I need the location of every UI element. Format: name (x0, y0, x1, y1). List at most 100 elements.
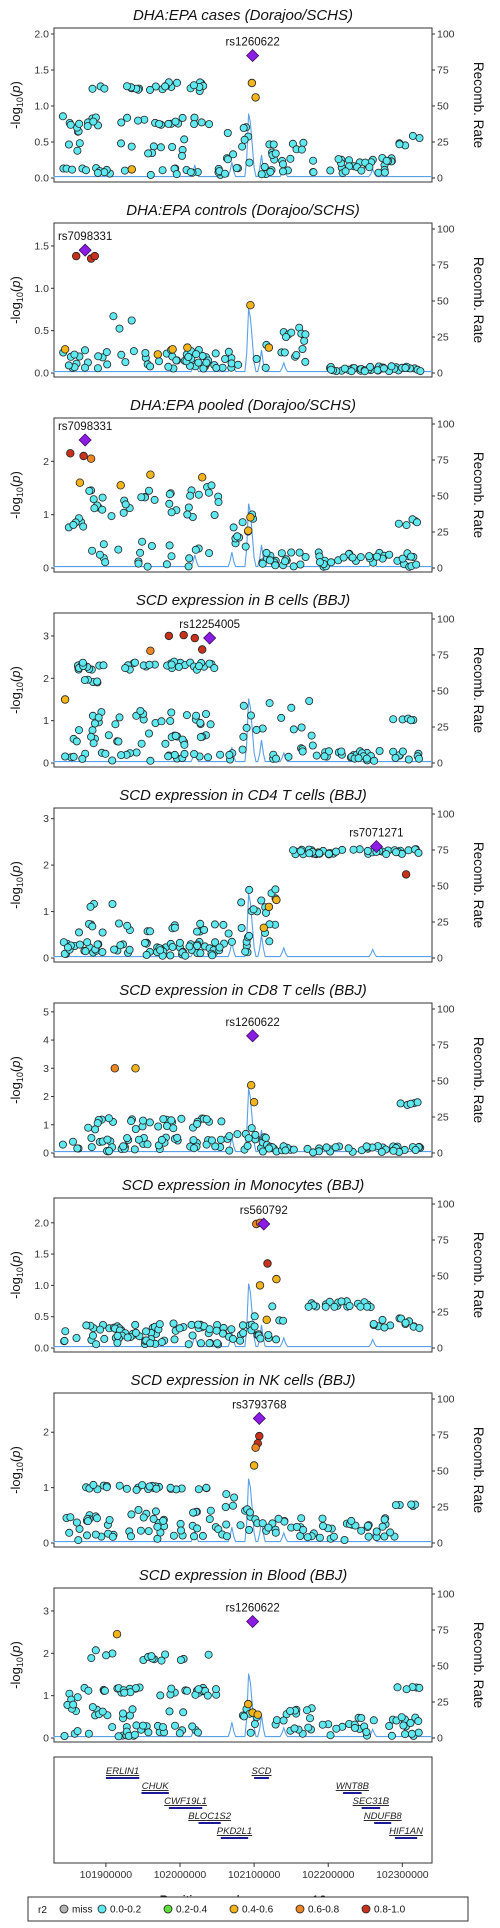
snp-point (75, 928, 84, 937)
snp-point (210, 920, 219, 929)
snp-point (75, 139, 84, 148)
snp-point (91, 1530, 100, 1539)
snp-point (363, 1521, 372, 1530)
y-tick-label: 1 (43, 509, 49, 521)
snp-point (123, 113, 132, 122)
snp-point (400, 1730, 409, 1739)
y2-tick-label: 50 (437, 1076, 449, 1088)
snp-point (60, 1732, 69, 1741)
gene-label: SEC31B (353, 1796, 390, 1807)
snp-point (380, 1515, 389, 1524)
snp-point (251, 1130, 260, 1139)
y-tick-label: 1 (43, 906, 49, 918)
snp-point (159, 1115, 168, 1124)
snp-point (217, 1117, 226, 1126)
snp-point (146, 362, 155, 371)
snp-point (84, 1686, 93, 1695)
snp-point (301, 357, 310, 366)
snp-point-ld (246, 301, 255, 310)
snp-point (63, 943, 72, 952)
snp-point (257, 896, 266, 905)
snp-point (289, 562, 298, 571)
snp-point (326, 166, 335, 175)
y-tick-label: 0.0 (34, 173, 49, 185)
snp-point (406, 1719, 415, 1728)
snp-point (144, 729, 153, 738)
y2-tick-label: 50 (437, 101, 449, 113)
snp-point (151, 82, 160, 91)
snp-point (103, 1135, 112, 1144)
snp-point (115, 324, 124, 333)
snp-point (238, 1321, 247, 1330)
snp-point-ld (246, 1080, 256, 1090)
snp-point-ld (246, 513, 255, 522)
panel-title: DHA:EPA pooled (Dorajoo/SCHS) (130, 397, 356, 414)
snp-point (119, 1709, 128, 1718)
snp-point (98, 1707, 107, 1716)
snp-point (186, 491, 195, 500)
snp-point (168, 142, 177, 151)
snp-point-ld (243, 1699, 253, 1709)
lead-snp-label: rs7071271 (349, 828, 403, 840)
snp-point (58, 112, 67, 121)
y2-tick-label: 75 (437, 1625, 449, 1637)
snp-point (145, 927, 154, 936)
snp-point (100, 84, 109, 93)
snp-point (144, 486, 153, 495)
y-tick-label: 2.0 (34, 1217, 49, 1229)
snp-point (396, 1099, 405, 1108)
recomb-rate-line (53, 893, 432, 958)
snp-point (362, 1728, 371, 1737)
snp-point (391, 1501, 400, 1510)
snp-point (147, 1652, 156, 1661)
snp-point (356, 1302, 365, 1311)
snp-point (169, 1124, 178, 1133)
snp-point (401, 1318, 410, 1327)
panel-title: SCD expression in CD8 T cells (BBJ) (119, 982, 367, 999)
legend-label: miss (72, 1905, 93, 1916)
snp-point (187, 1320, 196, 1329)
snp-point (289, 846, 298, 855)
gene-label: BLOC1S2 (188, 1811, 231, 1822)
y-tick-label: 3 (43, 1605, 49, 1617)
snp-point (324, 849, 333, 858)
snp-point (78, 754, 87, 763)
legend-title: r2 (38, 1905, 47, 1916)
snp-point (227, 1325, 236, 1334)
snp-point (198, 1531, 207, 1540)
snp-point (271, 561, 280, 570)
y2-axis-label: Recomb. Rate (471, 62, 486, 148)
snp-point (104, 1114, 113, 1123)
snp-point (321, 1302, 330, 1311)
snp-point (182, 711, 191, 720)
snp-point (385, 1722, 394, 1731)
snp-point (308, 741, 317, 750)
snp-point (340, 1536, 349, 1545)
snp-point (249, 905, 258, 914)
y-tick-label: 0 (43, 1148, 49, 1160)
snp-point (180, 135, 189, 144)
y2-tick-label: 25 (437, 722, 449, 734)
snp-point (89, 1331, 98, 1340)
y-axis-label: -log10(p) (8, 666, 25, 714)
snp-point (88, 546, 97, 555)
snp-point (347, 1516, 356, 1525)
snp-point-ld (255, 1281, 265, 1290)
snp-point (245, 931, 254, 940)
y2-tick-label: 75 (437, 260, 449, 272)
snp-point (329, 1532, 338, 1541)
y2-tick-label: 0 (437, 563, 443, 575)
snp-point (246, 711, 255, 720)
snp-point (175, 1729, 184, 1738)
gene-label: PKD2L1 (217, 1826, 252, 1837)
y2-tick-label: 25 (437, 332, 449, 344)
snp-point (194, 1685, 203, 1694)
snp-point (395, 140, 404, 149)
y-axis-label: -log10(p) (8, 861, 25, 909)
snp-point (309, 1148, 318, 1157)
y2-tick-label: 75 (437, 1040, 449, 1052)
snp-point (412, 560, 421, 569)
snp-point (120, 166, 129, 175)
snp-point (234, 360, 243, 369)
snp-point-ld (60, 695, 70, 704)
